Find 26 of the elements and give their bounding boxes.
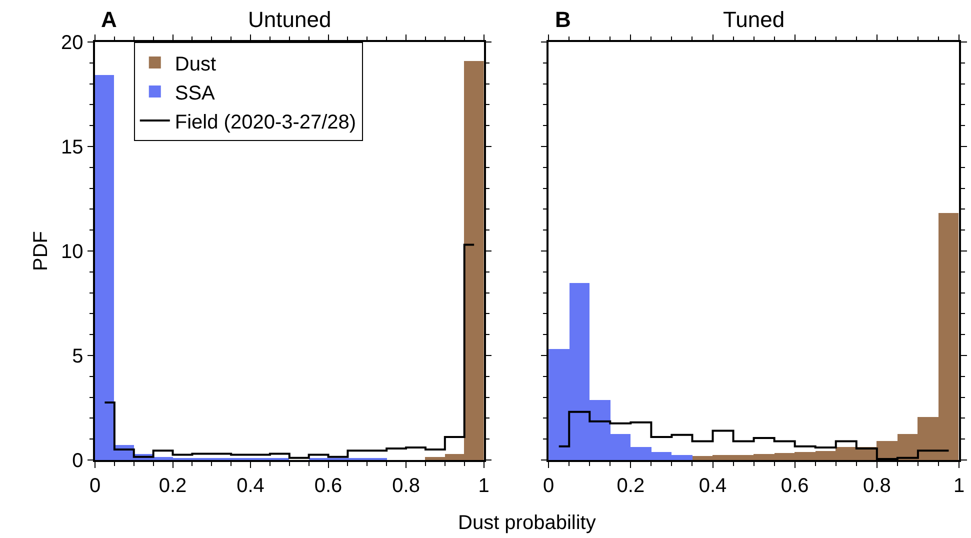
legend-label: Field (2020-3-27/28) bbox=[174, 111, 356, 134]
x-tick-label: 0 bbox=[89, 474, 101, 497]
x-tick-label: 0.8 bbox=[863, 474, 891, 497]
text: A bbox=[101, 7, 117, 32]
x-tick-label: 0.6 bbox=[314, 474, 342, 497]
y-tick-label: 10 bbox=[61, 241, 84, 263]
x-tick-label: 0.6 bbox=[780, 474, 809, 497]
x-tick-label: 1 bbox=[953, 474, 965, 497]
y-tick-label: 20 bbox=[61, 32, 84, 54]
chart-title: Untuned bbox=[248, 7, 332, 32]
chart-title: Tuned bbox=[723, 7, 785, 32]
x-tick-label: 0.8 bbox=[392, 474, 420, 497]
y-tick-label: 5 bbox=[72, 346, 84, 368]
x-tick-label: 1 bbox=[478, 474, 490, 497]
x-tick-label: 0.4 bbox=[698, 474, 727, 497]
x-tick-label: 0.4 bbox=[236, 474, 264, 497]
x-axis-title: Dust probability bbox=[458, 512, 596, 534]
y-axis-title: PDF bbox=[30, 231, 52, 271]
y-tick-label: 15 bbox=[61, 136, 84, 158]
y-tick-label: 0 bbox=[72, 450, 84, 472]
x-tick-label: 0.2 bbox=[616, 474, 645, 497]
legend-label: Dust bbox=[174, 53, 216, 76]
legend-label: SSA bbox=[174, 82, 216, 104]
x-tick-label: 0.2 bbox=[158, 474, 187, 497]
x-tick-label: 0 bbox=[543, 474, 554, 497]
text: B bbox=[555, 7, 571, 32]
